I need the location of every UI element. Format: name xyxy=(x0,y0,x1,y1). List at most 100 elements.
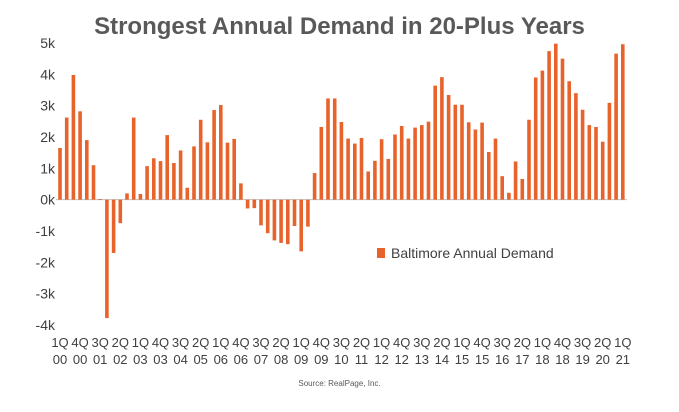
bar xyxy=(225,142,230,200)
bar xyxy=(594,126,598,200)
bar xyxy=(111,199,116,253)
bar xyxy=(185,187,190,200)
bar xyxy=(172,163,176,200)
x-tick-label: 00 xyxy=(73,352,87,367)
bar xyxy=(105,199,109,319)
bar xyxy=(386,158,391,200)
bar xyxy=(71,74,76,200)
bar xyxy=(306,199,310,227)
y-tick-label: -1k xyxy=(36,223,56,239)
bar xyxy=(138,194,143,200)
bar xyxy=(332,98,337,200)
bar xyxy=(567,81,571,200)
bar xyxy=(547,51,551,200)
bar xyxy=(78,111,82,200)
source-note: Source: RealPage, Inc. xyxy=(298,379,380,388)
bar xyxy=(346,138,350,200)
bar xyxy=(259,199,263,226)
x-tick-label: 1Q xyxy=(453,335,470,350)
bar xyxy=(353,143,357,200)
bar xyxy=(212,110,216,200)
y-tick-label: -4k xyxy=(36,317,56,333)
bar xyxy=(265,199,270,234)
bar xyxy=(487,152,491,200)
x-tick-label: 18 xyxy=(555,352,569,367)
x-tick-label: 17 xyxy=(515,352,529,367)
x-tick-label: 16 xyxy=(495,352,509,367)
x-tick-label: 2Q xyxy=(192,335,209,350)
bar xyxy=(359,137,364,200)
bar xyxy=(406,138,411,200)
legend-swatch xyxy=(377,248,385,258)
x-tick-label: 10 xyxy=(334,352,348,367)
y-tick-label: 5k xyxy=(40,35,56,51)
bar xyxy=(64,117,69,200)
x-tick-label: 18 xyxy=(535,352,549,367)
bar xyxy=(527,119,531,200)
bar xyxy=(152,158,156,200)
bar xyxy=(379,139,384,200)
x-tick-label: 3Q xyxy=(333,335,350,350)
bar xyxy=(125,193,129,200)
x-tick-label: 00 xyxy=(53,352,67,367)
bar xyxy=(507,192,511,200)
x-tick-label: 07 xyxy=(254,352,268,367)
bar xyxy=(580,109,585,200)
x-tick-label: 04 xyxy=(173,352,187,367)
x-tick-label: 2Q xyxy=(514,335,531,350)
bar xyxy=(493,138,498,200)
x-tick-label: 1Q xyxy=(534,335,551,350)
bar xyxy=(500,176,504,200)
bar xyxy=(145,166,149,200)
x-tick-label: 1Q xyxy=(132,335,149,350)
x-tick-label: 3Q xyxy=(413,335,430,350)
bar xyxy=(607,102,612,200)
bar xyxy=(178,150,183,200)
x-tick-label: 20 xyxy=(595,352,609,367)
x-tick-label: 3Q xyxy=(92,335,109,350)
x-tick-label: 12 xyxy=(374,352,388,367)
x-tick-label: 4Q xyxy=(473,335,490,350)
x-tick-label: 09 xyxy=(294,352,308,367)
bar xyxy=(513,161,518,200)
x-tick-label: 2Q xyxy=(112,335,129,350)
bar xyxy=(426,121,431,200)
x-tick-label: 4Q xyxy=(393,335,410,350)
x-tick-label: 2Q xyxy=(594,335,611,350)
y-tick-label: -2k xyxy=(36,254,56,270)
bar xyxy=(58,147,62,200)
x-tick-label: 2Q xyxy=(272,335,289,350)
x-tick-label: 1Q xyxy=(373,335,390,350)
bar xyxy=(420,125,424,200)
bar xyxy=(118,199,123,224)
x-tick-label: 03 xyxy=(153,352,167,367)
bar xyxy=(299,199,303,252)
bar xyxy=(292,199,297,226)
x-tick-label: 3Q xyxy=(494,335,511,350)
y-tick-label: 2k xyxy=(40,129,56,145)
x-tick-label: 03 xyxy=(133,352,147,367)
bar xyxy=(312,173,317,200)
legend: Baltimore Annual Demand xyxy=(377,245,554,261)
x-tick-label: 19 xyxy=(575,352,589,367)
bar xyxy=(554,43,558,200)
x-tick-label: 1Q xyxy=(51,335,68,350)
bar xyxy=(219,105,223,200)
x-tick-label: 4Q xyxy=(152,335,169,350)
bar xyxy=(520,178,525,200)
bar xyxy=(466,122,471,200)
bar xyxy=(440,77,444,200)
bar xyxy=(198,119,203,200)
bar xyxy=(158,161,163,200)
y-tick-label: 3k xyxy=(40,98,56,114)
x-tick-label: 4Q xyxy=(232,335,249,350)
bar xyxy=(272,199,277,241)
x-tick-label: 3Q xyxy=(574,335,591,350)
bar xyxy=(366,171,370,200)
x-tick-label: 06 xyxy=(234,352,248,367)
x-tick-label: 21 xyxy=(616,352,630,367)
x-tick-label: 15 xyxy=(455,352,469,367)
y-tick-label: -3k xyxy=(36,286,56,302)
bar xyxy=(286,199,290,245)
